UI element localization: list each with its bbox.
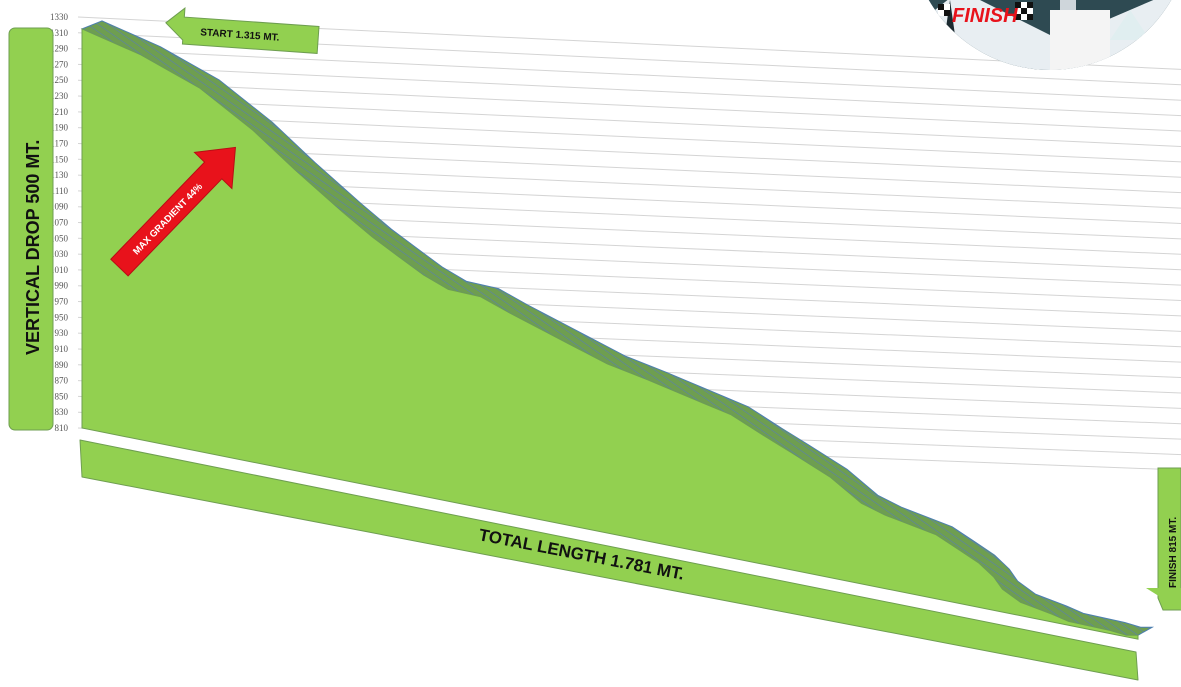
y-tick-label: 1170: [50, 138, 68, 148]
finish-logo-text: FINISH: [952, 5, 1018, 27]
profile-area: [81, 28, 1139, 640]
y-tick-label: 1330: [50, 12, 69, 22]
y-tick-label: 1150: [50, 154, 68, 164]
y-tick-label: 1090: [50, 202, 69, 212]
finish-arrow: FINISH 815 MT.: [1146, 467, 1181, 611]
gridline: [77, 63, 1181, 117]
y-tick-label: 870: [55, 376, 69, 386]
y-tick-label: 990: [55, 281, 69, 291]
y-tick-label: 1050: [50, 233, 69, 243]
y-tick-label: 850: [55, 391, 69, 401]
vertical-drop-label: VERTICAL DROP 500 MT.: [23, 140, 43, 355]
y-tick-label: 1070: [50, 218, 69, 228]
y-tick-label: 910: [55, 344, 69, 354]
y-tick-label: 1230: [50, 91, 69, 101]
y-tick-label: 930: [55, 328, 69, 338]
vertical-drop-banner: VERTICAL DROP 500 MT.: [8, 27, 54, 431]
y-tick-label: 1290: [50, 44, 69, 54]
checkered-flag-icon: [938, 2, 1033, 20]
y-tick-label: 810: [55, 423, 69, 433]
y-tick-label: 1030: [50, 249, 69, 259]
start-arrow: START 1.315 MT.: [165, 7, 320, 54]
y-tick-label: 1250: [50, 75, 69, 85]
gridline: [77, 95, 1181, 147]
y-tick-label: 1270: [50, 59, 69, 69]
y-tick-label: 970: [55, 297, 69, 307]
building-icon: [1050, 10, 1110, 70]
y-axis-ticks: 1330 1310 1290 1270 1250 1230 1210 1190 1170 1150…: [50, 12, 69, 433]
elevation-profile: [80, 20, 1155, 640]
finish-logo: FINISH: [910, 0, 1181, 70]
y-tick-label: 1190: [50, 123, 68, 133]
y-tick-label: 1210: [50, 107, 69, 117]
gridline: [77, 48, 1181, 101]
y-tick-label: 950: [55, 312, 69, 322]
y-tick-label: 1310: [50, 28, 69, 38]
y-tick-label: 1130: [50, 170, 68, 180]
gridline: [77, 79, 1181, 132]
y-tick-label: 1010: [50, 265, 69, 275]
finish-label: FINISH 815 MT.: [1168, 517, 1179, 588]
y-tick-label: 1110: [51, 186, 69, 196]
y-tick-label: 890: [55, 360, 69, 370]
y-tick-label: 830: [55, 407, 69, 417]
